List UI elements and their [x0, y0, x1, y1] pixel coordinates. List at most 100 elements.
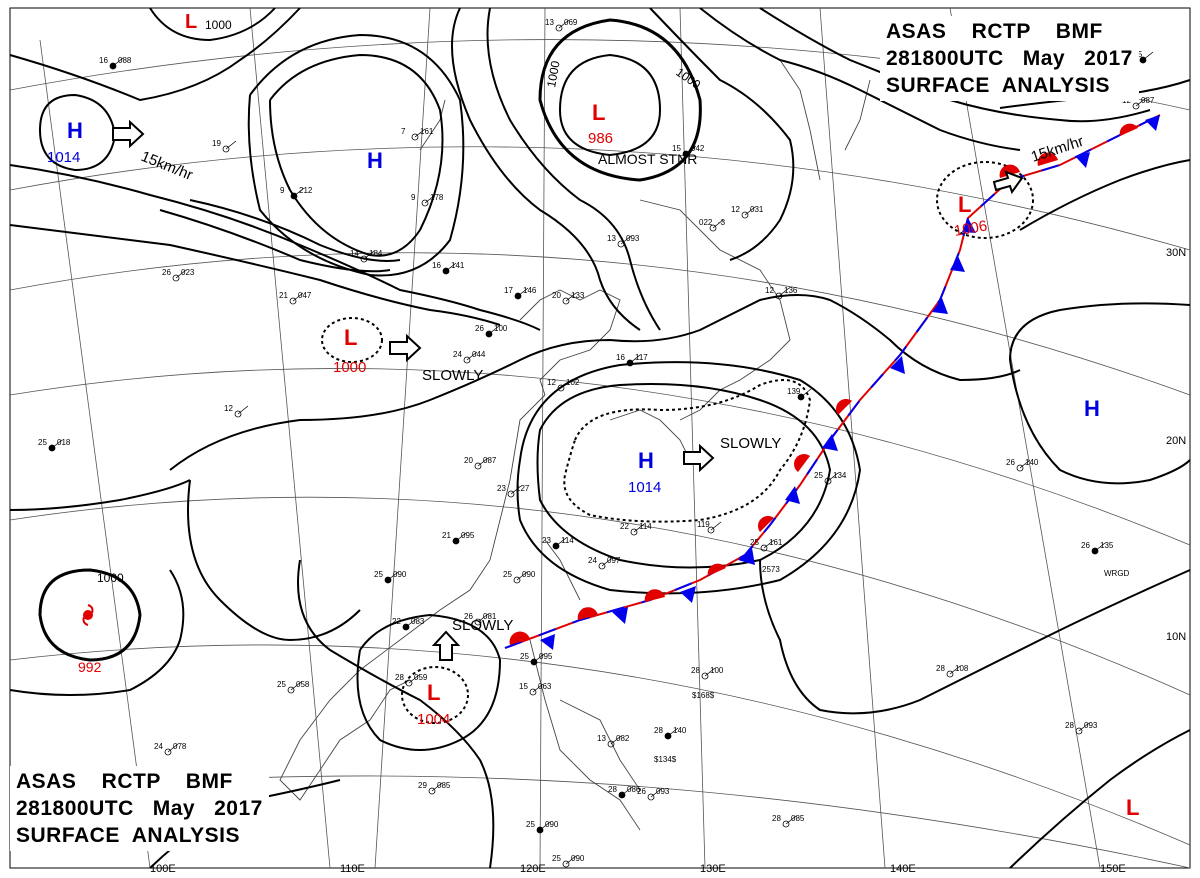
wind-barb — [414, 128, 426, 138]
wind-barb — [539, 821, 551, 831]
station-circle — [562, 860, 570, 868]
low-north-symbol: L — [592, 100, 605, 125]
station-pressure: 135 — [1100, 541, 1114, 550]
station-pressure: 100 — [710, 666, 724, 675]
longitude-lines — [39, 7, 1101, 869]
station-circle — [234, 410, 242, 418]
station-circle — [172, 274, 180, 282]
station-plot-s33: 26 081 — [464, 612, 497, 626]
station-plot-s5: 9 178 — [411, 193, 444, 207]
wind-barb — [710, 521, 722, 531]
wind-barb — [1142, 51, 1154, 61]
wind-barb — [517, 287, 529, 297]
station-temp: 15 — [672, 144, 681, 153]
station-circle — [824, 477, 832, 485]
station-temp: 28 — [691, 666, 700, 675]
station-temp: 12 — [547, 378, 556, 387]
station-temp: 25 — [750, 538, 759, 547]
dashed-low-east — [936, 161, 1034, 239]
dashed-low-south — [401, 666, 469, 724]
station-plot-s2: 19 — [212, 139, 237, 153]
isobar-label-1000-n: 1000 — [544, 59, 562, 88]
station-pressure: 044 — [472, 350, 486, 359]
wind-barb — [387, 571, 399, 581]
station-plot-s30: 25 161 — [750, 538, 783, 552]
station-circle — [701, 672, 709, 680]
station-circle — [1016, 464, 1024, 472]
wind-barb — [445, 262, 457, 272]
station-plot-s38: 15 063 — [519, 682, 552, 696]
lon-label-120e: 120E — [520, 863, 546, 875]
lat-label-30n: 30N — [1166, 247, 1186, 259]
low-east-front-value: 1006 — [953, 217, 989, 240]
station-pressure: 081 — [483, 612, 497, 621]
isobar-north-1 — [451, 7, 641, 331]
wind-barb — [405, 618, 417, 628]
station-plot-s44: 24 078 — [154, 742, 187, 756]
wind-barb — [477, 457, 489, 467]
high-west-symbol: H — [67, 118, 83, 143]
station-temp: 25 — [552, 854, 561, 863]
station-plot-s29: 24 097 — [588, 556, 621, 570]
station-circle — [598, 562, 606, 570]
isobar-southwest — [9, 569, 185, 696]
station-pressure: 161 — [420, 127, 434, 136]
motion-label-low-central: SLOWLY — [422, 367, 483, 384]
station-temp: 24 — [154, 742, 163, 751]
station-pressure: 108 — [955, 664, 969, 673]
station-pressure: 090 — [522, 570, 536, 579]
station-pressure: 184 — [369, 249, 383, 258]
wind-barb — [778, 287, 790, 297]
station-temp: 13 — [607, 234, 616, 243]
station-plot-s24: 26 140 — [1006, 458, 1039, 472]
station-temp: 25 — [526, 820, 535, 829]
wind-barb — [949, 665, 961, 675]
station-pressure: 078 — [173, 742, 187, 751]
station-plot-s25: 21 095 — [442, 531, 475, 545]
isobar-east-upper — [1019, 159, 1191, 231]
station-circle — [529, 688, 537, 696]
isobar-east-far-south — [1009, 729, 1191, 869]
station-pressure: 087 — [1141, 96, 1155, 105]
station-temp: 16 — [99, 56, 108, 65]
station-temp: 22 — [620, 522, 629, 531]
station-pressure: 023 — [181, 268, 195, 277]
motion-label-low-south: SLOWLY — [452, 617, 513, 634]
station-temp: 25 — [38, 438, 47, 447]
station-plot-s55: 25 018 — [38, 438, 71, 452]
header-bottom-line1: ASAS RCTP BMF — [16, 770, 233, 793]
station-pressure: 090 — [393, 570, 407, 579]
isobar-typhoon-inner — [38, 568, 142, 662]
wind-barb — [112, 57, 124, 67]
station-pressure: 178 — [430, 193, 444, 202]
wind-barb — [704, 667, 716, 677]
station-plot-s48: 25 090 — [552, 854, 585, 868]
wind-barb — [629, 354, 641, 364]
arrow-low-central — [389, 333, 422, 363]
station-temp: 25 — [374, 570, 383, 579]
station-pressure: 100 — [494, 324, 508, 333]
station-plot-s37: 25 095 — [520, 652, 553, 666]
wind-barb — [560, 379, 572, 389]
station-plot-s36: 28 059 — [395, 673, 428, 687]
station-temp: 29 — [418, 781, 427, 790]
low-centers: L L 986 L 1006 L 1000 L 1004 L 992 — [78, 11, 1139, 820]
station-temp: 7 — [401, 127, 406, 136]
wind-barb — [51, 439, 63, 449]
lat-labels: 30N 20N 10N — [1166, 247, 1186, 643]
station-circle — [557, 384, 565, 392]
station-pressure: 127 — [516, 484, 530, 493]
isobar-north-loop-1 — [269, 53, 444, 257]
ship-label-1: $168$ — [692, 691, 715, 700]
station-plot-s11: 20 133 — [552, 291, 585, 305]
station-circle — [421, 199, 429, 207]
station-plot-s49: 28 086 — [608, 785, 641, 799]
station-pressure: 058 — [296, 680, 310, 689]
station-plot-s27: 119 — [697, 520, 722, 534]
lon-label-140e: 140E — [890, 863, 916, 875]
station-circle — [1075, 727, 1083, 735]
isobar-top-left-low — [149, 7, 276, 42]
wind-barb — [650, 788, 662, 798]
arrow-low-east — [992, 170, 1024, 195]
